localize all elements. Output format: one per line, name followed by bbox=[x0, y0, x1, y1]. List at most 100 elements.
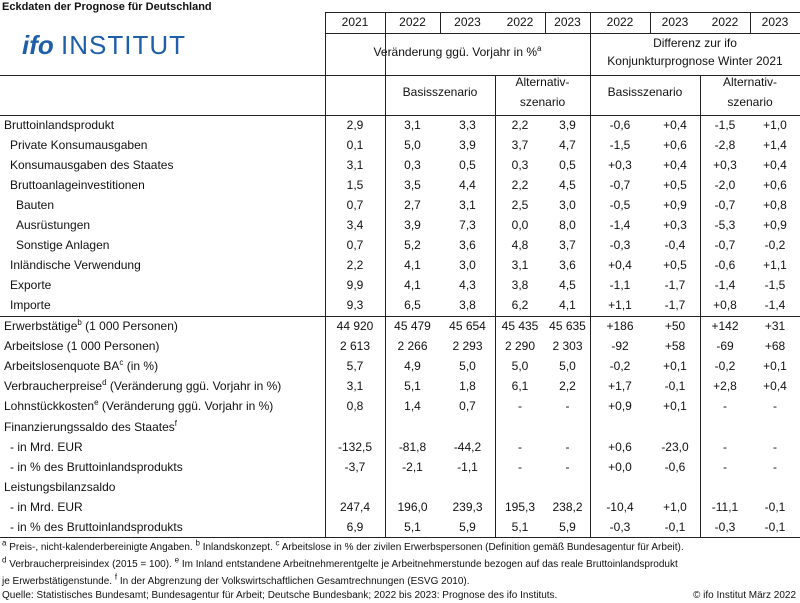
cell-value: -2,8 bbox=[714, 138, 736, 152]
rule bbox=[325, 12, 326, 537]
cell-value: +0,4 bbox=[608, 258, 632, 272]
footnote-mark: c bbox=[119, 358, 124, 368]
cell-value: +0,1 bbox=[663, 399, 687, 414]
cell-value: 1,8 bbox=[459, 379, 476, 394]
row-label: - in % des Bruttoinlandsprodukts bbox=[10, 460, 183, 474]
cell-value: 4,8 bbox=[511, 238, 529, 252]
cell-value: 2,2 bbox=[346, 258, 364, 272]
footnote-mark: d bbox=[2, 555, 7, 565]
cell-value: 3,9 bbox=[459, 138, 476, 152]
cell-value: +58 bbox=[664, 339, 686, 354]
cell-value: -0,2 bbox=[714, 359, 736, 374]
row-label: Erwerbstätigeb (1 000 Personen) bbox=[4, 319, 178, 334]
copyright: © ifo Institut März 2022 bbox=[693, 590, 796, 601]
cell-value: 2,7 bbox=[404, 198, 421, 212]
rule bbox=[750, 12, 751, 33]
cell-value: 5,2 bbox=[404, 238, 421, 252]
cell-value: -1,4 bbox=[714, 278, 736, 292]
cell-value: -3,7 bbox=[344, 459, 366, 474]
footnote-text: Preis-, nicht-kalenderbereinigte Angaben… bbox=[6, 542, 196, 553]
footnote-mark: a bbox=[2, 538, 7, 548]
row-label-text: Inländische Verwendung bbox=[10, 258, 141, 272]
row-label: Konsumausgaben des Staates bbox=[10, 158, 173, 172]
cell-value: 9,9 bbox=[346, 278, 364, 292]
cell-value: 1,5 bbox=[346, 178, 364, 192]
cell-value: 5,7 bbox=[346, 359, 364, 374]
cell-value: +0,4 bbox=[663, 158, 687, 172]
row-label-text: Private Konsumausgaben bbox=[10, 138, 148, 152]
row-label-text: - in % des Bruttoinlandsprodukts bbox=[10, 520, 183, 534]
cell-value: 5,9 bbox=[459, 520, 476, 534]
cell-value: 2 613 bbox=[339, 339, 371, 354]
row-label: Bruttoinlandsprodukt bbox=[4, 118, 114, 132]
cell-value: - bbox=[773, 399, 777, 414]
cell-value: 6,9 bbox=[346, 520, 364, 534]
cell-value: 5,0 bbox=[559, 359, 576, 374]
cell-value: 2,5 bbox=[511, 198, 529, 212]
cell-value: +1,1 bbox=[763, 258, 787, 272]
cell-value: 247,4 bbox=[339, 499, 371, 514]
cell-value: -0,1 bbox=[764, 499, 786, 514]
cell-value: -1,5 bbox=[764, 278, 786, 292]
cell-value: +50 bbox=[664, 319, 686, 333]
cell-value: +1,0 bbox=[663, 499, 687, 514]
row-label: Arbeitslose (1 000 Personen) bbox=[4, 339, 159, 353]
year: 2023 bbox=[661, 15, 689, 29]
row-label: Private Konsumausgaben bbox=[10, 138, 147, 152]
cell-value: 45 435 bbox=[501, 319, 539, 333]
cell-value: 0,3 bbox=[404, 158, 421, 172]
cell-value: 2,2 bbox=[559, 379, 576, 394]
cell-value: 9,3 bbox=[346, 298, 364, 312]
row-label-text: Finanzierungssaldo des Staates bbox=[4, 419, 175, 434]
group-header: Konjunkturprognose Winter 2021 bbox=[607, 54, 783, 68]
cell-value: -0,6 bbox=[609, 118, 631, 132]
cell-value: -0,1 bbox=[664, 379, 686, 394]
cell-value: 3,6 bbox=[559, 258, 576, 272]
cell-value: -0,7 bbox=[609, 178, 631, 192]
cell-value: +0,6 bbox=[663, 138, 687, 152]
rule bbox=[590, 12, 591, 537]
cell-value: 3,7 bbox=[511, 138, 529, 152]
cell-value: -1,1 bbox=[609, 278, 631, 292]
cell-value: -0,2 bbox=[764, 238, 786, 252]
cell-value: 5,1 bbox=[511, 520, 529, 534]
row-label: Exporte bbox=[10, 278, 51, 292]
year: 2022 bbox=[399, 15, 426, 29]
rule bbox=[0, 316, 800, 317]
cell-value: 0,3 bbox=[511, 158, 529, 172]
rule bbox=[325, 33, 800, 34]
cell-value: 2 303 bbox=[552, 339, 583, 354]
rule bbox=[440, 12, 441, 33]
year: 2022 bbox=[606, 15, 634, 29]
row-label: Bruttoanlageinvestitionen bbox=[10, 178, 145, 192]
cell-value: 3,3 bbox=[459, 118, 476, 132]
row-label-text: Bruttoinlandsprodukt bbox=[4, 118, 115, 132]
cell-value: 45 654 bbox=[449, 319, 486, 333]
row-label-text: (Veränderung ggü. Vorjahr in %) bbox=[98, 399, 274, 414]
cell-value: 4,3 bbox=[459, 278, 476, 292]
cell-value: 239,3 bbox=[452, 499, 483, 514]
cell-value: 4,5 bbox=[559, 178, 576, 192]
rule bbox=[385, 12, 386, 537]
logo: ifo INSTITUT bbox=[22, 30, 186, 60]
cell-value: +142 bbox=[711, 319, 739, 333]
footnote: d Verbraucherpreisindex (2015 = 100). e … bbox=[2, 555, 678, 572]
cell-value: 195,3 bbox=[504, 499, 536, 514]
scenario-header: szenario bbox=[519, 95, 566, 109]
cell-value: 4,7 bbox=[559, 138, 576, 152]
cell-value: 2,2 bbox=[511, 178, 529, 192]
cell-value: 3,1 bbox=[346, 379, 364, 394]
row-label: Leistungsbilanzsaldo bbox=[4, 480, 115, 494]
cell-value: +0,4 bbox=[663, 118, 687, 132]
cell-value: -0,1 bbox=[664, 520, 686, 534]
row-label-text: Importe bbox=[10, 298, 51, 312]
row-label: Importe bbox=[10, 298, 51, 312]
row-label-text: (Veränderung ggü. Vorjahr in %) bbox=[106, 379, 282, 394]
cell-value: 5,1 bbox=[404, 520, 421, 534]
cell-value: +0,4 bbox=[763, 158, 787, 172]
cell-value: 0,0 bbox=[511, 218, 529, 232]
group-header: Differenz zur ifo bbox=[653, 36, 737, 50]
cell-value: - bbox=[773, 459, 777, 474]
cell-value: 4,5 bbox=[559, 278, 576, 292]
